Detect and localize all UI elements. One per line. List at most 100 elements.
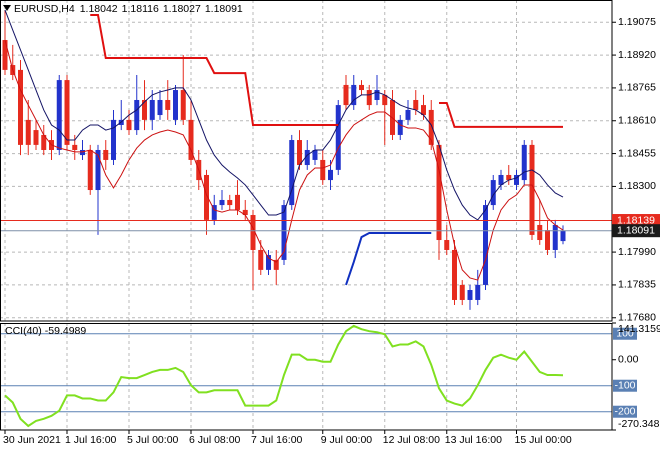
- x-tick-label: 12 Jul 08:00: [383, 434, 440, 446]
- cci-frame: [0, 323, 613, 431]
- candle-body: [180, 90, 186, 120]
- candle-body: [250, 215, 256, 250]
- x-tick-label: 5 Jul 00:00: [127, 434, 179, 446]
- y-tick-label: 1.18455: [618, 147, 656, 159]
- candle-body: [359, 84, 364, 91]
- candle-body: [25, 119, 31, 145]
- x-tick-label: 30 Jun 2021: [3, 434, 61, 446]
- cci-plot: [0, 324, 612, 428]
- candle-body: [444, 240, 450, 250]
- y-tick-label: 1.18920: [618, 49, 656, 61]
- header-high: 1.18116: [122, 3, 159, 15]
- cci-title: CCI(40): [5, 325, 42, 337]
- candle-body: [64, 80, 70, 145]
- price-plot: [0, 9, 612, 310]
- y-tick-label: 1.19075: [618, 16, 656, 28]
- candle-body: [157, 99, 163, 116]
- candle-body: [529, 144, 535, 235]
- candle-body: [80, 149, 85, 156]
- candle-body: [545, 230, 550, 250]
- header-low: 1.18027: [163, 3, 201, 15]
- candle-body: [374, 90, 380, 100]
- candle-body: [475, 284, 481, 300]
- x-tick-label: 7 Jul 16:00: [251, 434, 303, 446]
- candle-body: [273, 259, 279, 270]
- candle-body: [281, 205, 287, 260]
- symbol-title: EURUSD,H4: [14, 3, 75, 15]
- candle-body: [320, 159, 326, 181]
- candle-body: [165, 99, 171, 110]
- y-tick-label: -270.3482: [618, 418, 660, 430]
- candle-body: [111, 119, 116, 160]
- candle-body: [72, 144, 78, 150]
- candle-body: [351, 84, 357, 106]
- candle-body: [297, 140, 302, 166]
- close-label-box: [612, 224, 660, 238]
- level-label-box: [613, 405, 637, 418]
- candle-body: [56, 80, 62, 150]
- y-tick-label: 0.00: [618, 354, 639, 366]
- candle-body: [366, 90, 372, 106]
- candle-body: [382, 94, 388, 106]
- candle-body: [328, 169, 333, 181]
- candle-body: [506, 174, 512, 181]
- candle-body: [126, 119, 132, 131]
- candle-body: [421, 105, 426, 116]
- candle-body: [2, 40, 8, 70]
- candle-body: [436, 144, 442, 241]
- candle-body: [103, 149, 109, 160]
- level-label: -100: [614, 380, 635, 392]
- menu-icon[interactable]: [3, 5, 11, 11]
- level-label-box: [613, 327, 637, 340]
- candle-body: [188, 119, 194, 160]
- header-close: 1.18091: [205, 3, 243, 15]
- candle-body: [87, 149, 93, 191]
- x-tick-label: 13 Jul 16:00: [445, 434, 502, 446]
- candle-body: [204, 174, 209, 220]
- header-open: 1.18042: [80, 3, 118, 15]
- indicator-line: [4, 39, 564, 281]
- x-tick-label: 15 Jul 00:00: [515, 434, 572, 446]
- indicator-line: [90, 14, 563, 128]
- candle-body: [312, 149, 318, 160]
- candle-body: [467, 290, 473, 300]
- indicator-line: [345, 232, 432, 286]
- cci-line: [4, 324, 564, 428]
- ask-label: 1.18139: [617, 214, 655, 226]
- x-tick-label: 6 Jul 08:00: [189, 434, 241, 446]
- y-tick-label: 1.18610: [618, 115, 656, 127]
- candle-body: [459, 284, 465, 300]
- candle-body: [552, 224, 558, 250]
- candle-body: [211, 205, 217, 220]
- cci-value: -59.4989: [45, 325, 87, 337]
- price-frame: [0, 0, 613, 322]
- y-tick-label: 141.3159: [618, 323, 660, 335]
- candle-body: [242, 209, 248, 216]
- x-tick-label: 1 Jul 16:00: [65, 434, 117, 446]
- y-tick-label: 1.17835: [618, 279, 656, 291]
- candle-body: [397, 119, 403, 135]
- candle-body: [149, 99, 155, 120]
- level-label: -200: [614, 405, 635, 417]
- y-tick-label: 1.18765: [618, 82, 656, 94]
- candle-body: [452, 249, 457, 300]
- candle-body: [304, 149, 310, 166]
- candle-body: [142, 99, 147, 120]
- candle-body: [134, 99, 140, 131]
- y-tick-label: 1.17990: [618, 246, 656, 258]
- candle-body: [95, 149, 101, 191]
- candle-body: [18, 69, 23, 145]
- candle-body: [173, 90, 178, 120]
- candle-body: [413, 99, 419, 110]
- candle-body: [498, 174, 504, 185]
- candle-body: [405, 109, 411, 120]
- candle-body: [483, 205, 488, 285]
- candle-body: [521, 144, 527, 181]
- y-tick-label: 1.18300: [618, 180, 656, 192]
- axes: 1.19075 1.18920 1.18765 1.18610 1.18455 1.183…: [3, 16, 660, 446]
- candle-body: [227, 199, 233, 206]
- candle-body: [235, 194, 240, 210]
- level-label: 100: [616, 328, 634, 340]
